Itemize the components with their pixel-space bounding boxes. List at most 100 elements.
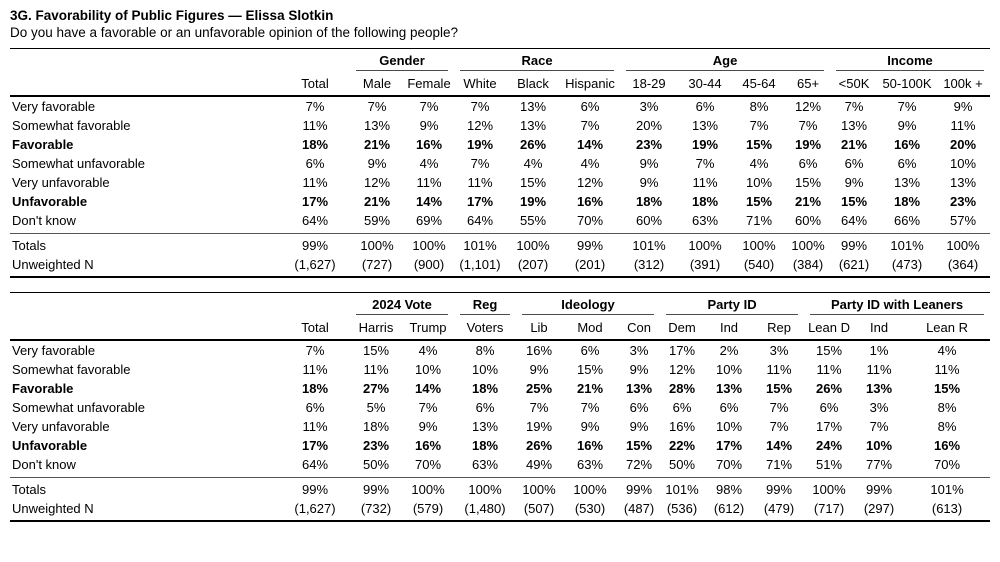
group-label: 2024 Vote (356, 297, 448, 315)
cell-value: 6% (819, 400, 839, 415)
report-page: 3G. Favorability of Public Figures — Eli… (10, 8, 991, 522)
cell-value: 7% (580, 118, 600, 133)
cell-value: 6% (695, 99, 715, 114)
cell-value: 71% (732, 211, 787, 234)
cell-value: 99% (301, 238, 329, 253)
cell-value: 7% (749, 118, 769, 133)
cell-value: 25% (525, 381, 553, 396)
table-row: Unfavorable 17% 23% 16% 18% 26% 16% 15% 22% 17% 14… (10, 436, 990, 455)
cell-value: 4% (523, 156, 543, 171)
cell-value: 11% (692, 175, 718, 190)
table-row: Favorable 18% 27% 14% 18% 25% 21% 13% 28% 13% 15% 2… (10, 379, 990, 398)
cell-value: 60% (786, 211, 831, 234)
cell-value: 6% (798, 156, 818, 171)
cell-value: 7% (470, 99, 490, 114)
cell-value: 3% (869, 400, 889, 415)
column-header: Lean D (804, 315, 855, 341)
group-header: Ideology (516, 293, 660, 315)
cell-value: 16% (934, 438, 961, 453)
cell-value: 4% (419, 156, 439, 171)
cell-value: 18% (301, 137, 329, 152)
cell-value: 99% (362, 482, 390, 497)
cell-value: 10% (746, 175, 773, 190)
cell-value: 17% (301, 194, 329, 209)
column-header: 45-64 (732, 71, 787, 97)
cell-value: 100% (688, 238, 722, 253)
cell-value: 9% (580, 419, 600, 434)
cell-value: 13% (866, 381, 893, 396)
cell-value: 13% (692, 118, 719, 133)
cell-value: 13% (625, 381, 653, 396)
column-header: Hispanic (560, 71, 621, 97)
cell-value: (384) (792, 257, 824, 272)
cell-value: (621) (838, 257, 870, 272)
cell-value: 100% (411, 482, 445, 497)
row-label: Somewhat unfavorable (12, 156, 145, 171)
cell-value: 11% (816, 362, 842, 377)
cell-value: 72% (618, 455, 661, 478)
cell-value: 6% (580, 343, 600, 358)
cell-value: 99% (866, 482, 893, 497)
cell-value: (312) (633, 257, 665, 272)
column-header: <50K (830, 71, 879, 97)
cell-value: 15% (746, 194, 773, 209)
cell-value: 16% (894, 137, 921, 152)
cell-value: 70% (904, 455, 991, 478)
cell-value: 70% (402, 455, 454, 478)
table-row: Somewhat unfavorable 6% 9% 4% 7% 4% 4% 9% 7% 4% 6%… (10, 154, 990, 173)
cell-value: 55% (506, 211, 561, 234)
cell-value: 51% (804, 455, 855, 478)
cell-value: 9% (367, 156, 387, 171)
column-header: Mod (562, 315, 618, 341)
cell-value: 7% (419, 99, 439, 114)
column-header: Voters (454, 315, 516, 341)
cell-value: 18% (636, 194, 663, 209)
cell-value: (900) (413, 257, 445, 272)
cell-value: 18% (471, 381, 499, 396)
cell-value: 6% (719, 400, 739, 415)
group-header: Gender (350, 49, 454, 71)
cell-value: 19% (525, 419, 553, 434)
cell-value: 6% (844, 156, 864, 171)
cell-value: 13% (950, 175, 977, 190)
cell-value: 18% (894, 194, 921, 209)
row-label: Very unfavorable (12, 175, 110, 190)
cell-value: 50% (660, 455, 705, 478)
cell-value: 7% (897, 99, 917, 114)
cell-value: 13% (841, 118, 868, 133)
cell-value: 15% (841, 194, 868, 209)
cell-value: 26% (525, 438, 553, 453)
table-row: Somewhat favorable 11% 11% 10% 10% 9% 15% 9% 12%… (10, 360, 990, 379)
row-label-column-header (10, 315, 280, 341)
row-label: Somewhat favorable (12, 362, 131, 377)
cell-value: 11% (363, 362, 389, 377)
row-label: Very unfavorable (12, 419, 110, 434)
corner-cell (10, 49, 350, 72)
cell-value: 14% (414, 381, 442, 396)
cell-value: 26% (816, 381, 843, 396)
table-row: Very favorable 7% 15% 4% 8% 16% 6% 3% 17% 2% 3% 15%… (10, 340, 990, 360)
row-label: Somewhat unfavorable (12, 400, 145, 415)
cell-value: 6% (672, 400, 692, 415)
cell-value: 15% (816, 343, 843, 358)
cell-value: 9% (529, 362, 549, 377)
cell-value: 4% (749, 156, 769, 171)
crosstab-politics: 2024 Vote Reg Ideology Party ID Party ID wit… (10, 292, 991, 522)
group-header: Reg (454, 293, 516, 315)
column-header: White (454, 71, 507, 97)
cell-value: 8% (937, 400, 957, 415)
cell-value: 15% (934, 381, 961, 396)
cell-value: 6% (475, 400, 495, 415)
table-row: Unweighted N (1,627) (727) (900) (1,101) (207… (10, 255, 990, 277)
cell-value: 7% (769, 400, 789, 415)
cell-value: (473) (891, 257, 923, 272)
cell-value: 9% (629, 362, 649, 377)
column-header: Dem (660, 315, 705, 341)
cell-value: 7% (869, 419, 889, 434)
cell-value: 15% (746, 137, 773, 152)
cell-value: 16% (576, 438, 604, 453)
column-header: Female (404, 71, 455, 97)
cell-value: 10% (716, 362, 743, 377)
row-label-column-header (10, 71, 280, 97)
cell-value: 71% (754, 455, 805, 478)
